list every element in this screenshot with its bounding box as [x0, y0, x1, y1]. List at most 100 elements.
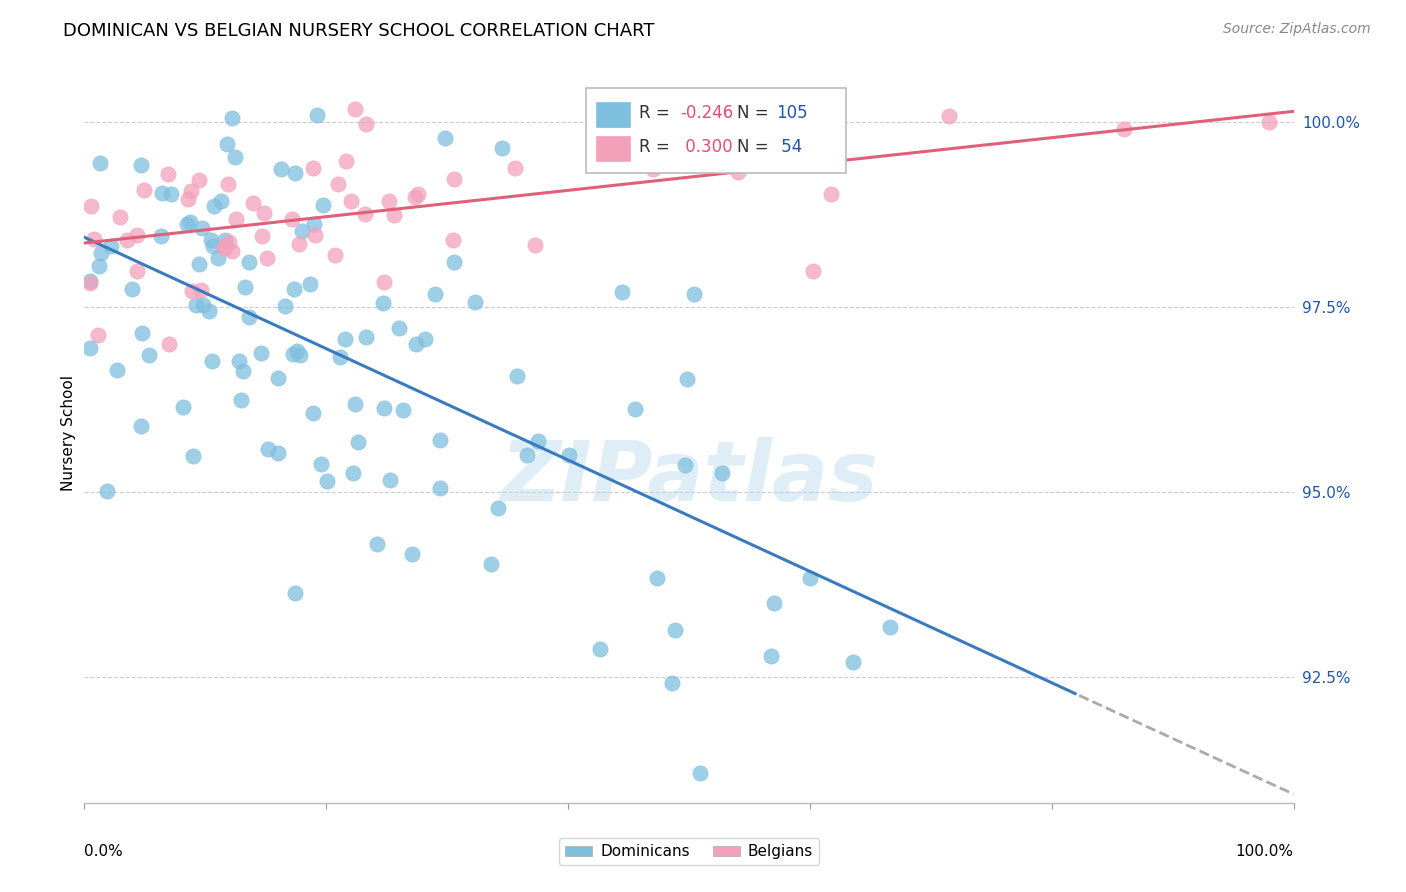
Point: [302, 217, 325, 231]
Point: [382, 208, 405, 222]
Point: [270, 162, 292, 177]
Point: [191, 221, 214, 235]
Point: [284, 166, 307, 180]
Point: [335, 153, 357, 168]
Text: DOMINICAN VS BELGIAN NURSERY SCHOOL CORRELATION CHART: DOMINICAN VS BELGIAN NURSERY SCHOOL CORR…: [63, 22, 655, 40]
Point: [373, 401, 395, 416]
Point: [676, 372, 699, 386]
Point: [557, 448, 579, 462]
Point: [1258, 114, 1281, 128]
Point: [150, 186, 173, 200]
Point: [371, 296, 394, 310]
Point: [156, 167, 179, 181]
Point: [266, 445, 288, 459]
Point: [516, 448, 538, 462]
Point: [762, 596, 785, 610]
Text: 0.0%: 0.0%: [84, 844, 124, 858]
Point: [221, 244, 243, 258]
Point: [401, 547, 423, 561]
Point: [231, 392, 253, 407]
Point: [645, 571, 668, 585]
Point: [160, 187, 183, 202]
Point: [214, 241, 236, 255]
Point: [198, 303, 221, 318]
Point: [79, 276, 101, 290]
Point: [727, 164, 749, 178]
Point: [343, 102, 366, 116]
Point: [274, 299, 297, 313]
Point: [242, 196, 264, 211]
Point: [486, 500, 509, 515]
Point: [284, 586, 307, 600]
Point: [232, 364, 254, 378]
Text: 0.300: 0.300: [681, 138, 733, 156]
Point: [1114, 122, 1136, 136]
Point: [290, 348, 312, 362]
Text: ZIPatlas: ZIPatlas: [501, 436, 877, 517]
Point: [253, 206, 276, 220]
Text: -0.246: -0.246: [681, 103, 734, 122]
Point: [217, 177, 239, 191]
Point: [302, 406, 325, 420]
Point: [354, 330, 377, 344]
Point: [506, 369, 529, 384]
Point: [326, 178, 349, 192]
Point: [281, 212, 304, 227]
Point: [329, 350, 352, 364]
Point: [354, 118, 377, 132]
Point: [184, 297, 207, 311]
Point: [215, 136, 238, 151]
Point: [661, 676, 683, 690]
Point: [131, 419, 153, 434]
Point: [256, 252, 278, 266]
Point: [759, 648, 782, 663]
Point: [117, 233, 139, 247]
FancyBboxPatch shape: [596, 102, 630, 127]
Point: [505, 161, 527, 175]
Point: [96, 484, 118, 499]
Point: [388, 321, 411, 335]
Point: [527, 434, 550, 448]
Point: [315, 475, 337, 489]
Point: [256, 442, 278, 456]
Point: [238, 310, 260, 325]
Point: [281, 347, 304, 361]
Point: [221, 111, 243, 125]
Point: [89, 155, 111, 169]
Point: [413, 332, 436, 346]
Point: [283, 282, 305, 296]
Point: [307, 108, 329, 122]
Point: [641, 162, 664, 177]
Point: [756, 146, 779, 161]
Text: N =: N =: [737, 103, 775, 122]
Point: [664, 623, 686, 637]
Point: [267, 370, 290, 384]
Point: [250, 346, 273, 360]
Point: [405, 336, 427, 351]
Point: [406, 186, 429, 201]
Point: [429, 434, 451, 448]
Point: [172, 401, 194, 415]
Point: [181, 449, 204, 463]
Point: [285, 343, 308, 358]
Point: [201, 239, 224, 253]
Point: [624, 402, 647, 417]
Point: [200, 354, 222, 368]
Y-axis label: Nursery School: Nursery School: [60, 375, 76, 491]
Point: [589, 642, 612, 657]
Point: [225, 212, 247, 227]
Point: [938, 109, 960, 123]
Point: [610, 285, 633, 299]
Point: [100, 238, 122, 252]
Point: [443, 172, 465, 186]
Point: [340, 194, 363, 208]
Point: [83, 232, 105, 246]
Point: [127, 227, 149, 242]
Point: [291, 224, 314, 238]
Point: [298, 277, 321, 291]
Point: [125, 264, 148, 278]
Point: [443, 255, 465, 269]
Point: [311, 457, 333, 471]
Point: [87, 328, 110, 343]
Point: [652, 129, 675, 144]
